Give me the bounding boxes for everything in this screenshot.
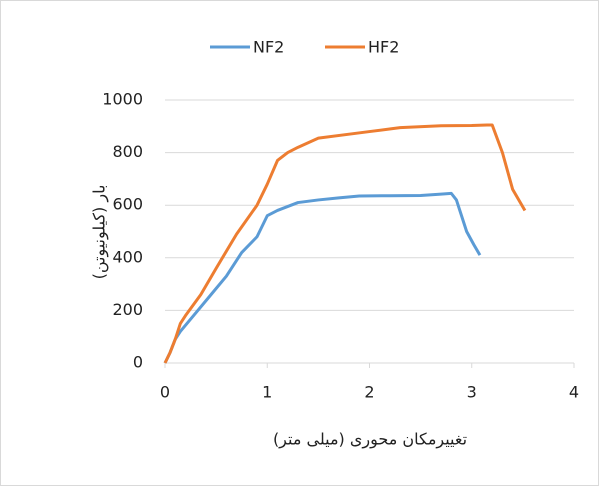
y-axis-label: بار (کیلونیوتن) bbox=[90, 185, 110, 280]
x-axis-label: تغییرمکان محوری (میلی متر) bbox=[273, 430, 467, 450]
y-tick-label: 400 bbox=[112, 247, 143, 266]
x-tick-label: 2 bbox=[364, 383, 374, 402]
y-tick-label: 200 bbox=[112, 300, 143, 319]
y-tick-label: 0 bbox=[133, 353, 143, 372]
legend-label: NF2 bbox=[253, 38, 284, 57]
y-tick-label: 600 bbox=[112, 195, 143, 214]
line-series bbox=[163, 123, 527, 364]
x-tick-label: 0 bbox=[160, 383, 170, 402]
y-tick-label: 800 bbox=[112, 142, 143, 161]
x-tick-label: 4 bbox=[569, 383, 579, 402]
legend-label: HF2 bbox=[368, 38, 399, 57]
y-tick-label: 1000 bbox=[102, 90, 143, 109]
x-tick-label: 1 bbox=[262, 383, 272, 402]
x-tick-label: 3 bbox=[467, 383, 477, 402]
line-series bbox=[163, 191, 482, 364]
